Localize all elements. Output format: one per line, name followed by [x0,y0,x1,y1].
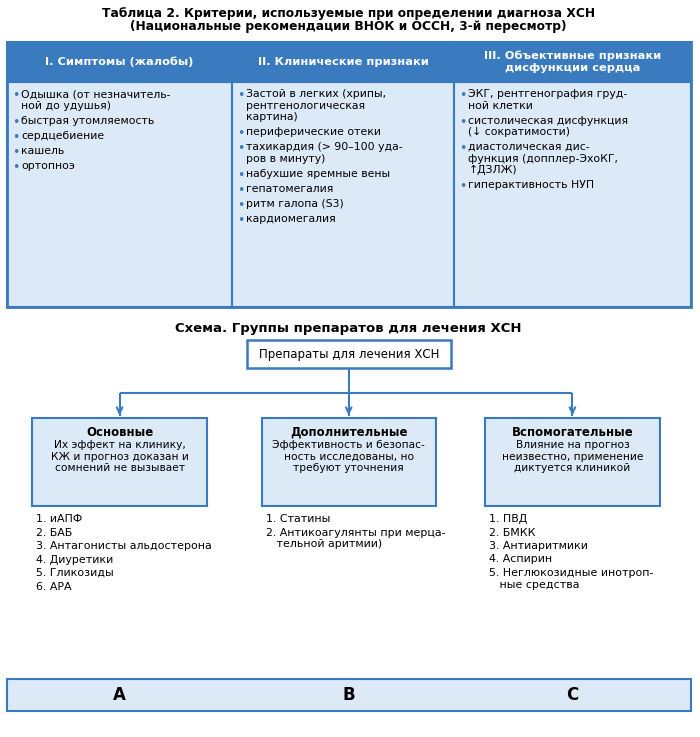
Text: ритм галопа (S3): ритм галопа (S3) [246,198,344,209]
Text: 2. Антикоагулянты при мерца-
   тельной аритмии): 2. Антикоагулянты при мерца- тельной ари… [265,528,445,549]
Text: •: • [12,145,20,158]
Text: 5. Гликозиды: 5. Гликозиды [36,568,114,578]
Text: 1. ПВД: 1. ПВД [489,514,528,524]
Text: Таблица 2. Критерии, используемые при определении диагноза ХСН: Таблица 2. Критерии, используемые при оп… [102,7,595,20]
FancyBboxPatch shape [32,418,206,506]
FancyBboxPatch shape [454,82,690,307]
FancyBboxPatch shape [454,42,690,82]
Text: 5. Неглюкозидные инотроп-
   ные средства: 5. Неглюкозидные инотроп- ные средства [489,568,654,590]
Text: •: • [459,89,467,102]
Text: кардиомегалия: кардиомегалия [246,214,336,223]
Text: Препараты для лечения ХСН: Препараты для лечения ХСН [258,348,439,360]
FancyBboxPatch shape [232,82,454,307]
Text: 6. АРА: 6. АРА [36,581,72,592]
Text: •: • [12,130,20,144]
Text: ортопноэ: ортопноэ [21,161,75,170]
Text: •: • [237,198,244,212]
Text: II. Клинические признаки: II. Клинические признаки [258,57,428,67]
Text: I. Симптомы (жалобы): I. Симптомы (жалобы) [46,57,194,67]
Text: быстрая утомляемость: быстрая утомляемость [21,116,154,125]
FancyBboxPatch shape [7,82,232,307]
FancyBboxPatch shape [246,340,451,368]
Text: Дополнительные: Дополнительные [290,426,407,439]
Text: гиперактивность НУП: гиперактивность НУП [468,180,594,190]
Text: Основные: Основные [86,426,153,439]
Text: •: • [237,184,244,197]
Text: A: A [113,686,126,704]
Text: Их эффект на клинику,
КЖ и прогноз доказан и
сомнений не вызывает: Их эффект на клинику, КЖ и прогноз доказ… [50,440,188,473]
Text: •: • [12,89,20,102]
Text: диастолическая дис-
функция (допплер-ЭхоКГ,
↑ДЗЛЖ): диастолическая дис- функция (допплер-Эхо… [468,142,618,175]
Text: •: • [459,180,467,193]
FancyBboxPatch shape [7,679,690,711]
Text: III. Объективные признаки
дисфункции сердца: III. Объективные признаки дисфункции сер… [484,51,661,73]
Text: •: • [237,169,244,181]
Text: 3. Антиаритмики: 3. Антиаритмики [489,541,588,551]
Text: ЭКГ, рентгенография груд-
ной клетки: ЭКГ, рентгенография груд- ной клетки [468,89,628,111]
Text: 3. Антагонисты альдостерона: 3. Антагонисты альдостерона [36,541,212,551]
FancyBboxPatch shape [485,418,659,506]
Text: периферические отеки: периферические отеки [246,127,381,137]
Text: •: • [12,116,20,128]
Text: систолическая дисфункция
(↓ сократимости): систолическая дисфункция (↓ сократимости… [468,116,629,137]
Text: •: • [237,127,244,140]
Text: •: • [459,142,467,155]
FancyBboxPatch shape [232,42,454,82]
Text: сердцебиение: сердцебиение [21,130,104,141]
Text: набухшие яремные вены: набухшие яремные вены [246,169,390,178]
Text: Вспомогательные: Вспомогательные [512,426,634,439]
Text: Влияние на прогноз
неизвестно, применение
диктуется клиникой: Влияние на прогноз неизвестно, применени… [502,440,643,473]
Text: 4. Аспирин: 4. Аспирин [489,554,552,565]
Text: 2. БМКК: 2. БМКК [489,528,536,537]
Text: 1. иАПФ: 1. иАПФ [36,514,83,524]
Text: •: • [12,161,20,173]
Text: (Национальные рекомендации ВНОК и ОССН, 3-й пересмотр): (Национальные рекомендации ВНОК и ОССН, … [130,20,567,33]
Text: гепатомегалия: гепатомегалия [246,184,333,194]
FancyBboxPatch shape [262,418,436,506]
Text: •: • [237,142,244,155]
Text: Одышка (от незначитель-
ной до удушья): Одышка (от незначитель- ной до удушья) [21,89,170,111]
Text: 2. БАБ: 2. БАБ [36,528,73,537]
Text: C: C [566,686,579,704]
Text: 4. Диуретики: 4. Диуретики [36,554,113,565]
Text: 1. Статины: 1. Статины [265,514,330,524]
Text: кашель: кашель [21,145,64,156]
Text: B: B [342,686,355,704]
FancyBboxPatch shape [7,42,232,82]
Text: тахикардия (> 90–100 уда-
ров в минуту): тахикардия (> 90–100 уда- ров в минуту) [246,142,402,164]
Text: •: • [237,214,244,226]
Text: Застой в легких (хрипы,
рентгенологическая
картина): Застой в легких (хрипы, рентгенологическ… [246,89,386,122]
Text: •: • [459,116,467,128]
Text: Эффективность и безопас-
ность исследованы, но
требуют уточнения: Эффективность и безопас- ность исследова… [272,440,425,473]
Text: Схема. Группы препаратов для лечения ХСН: Схема. Группы препаратов для лечения ХСН [176,322,522,335]
Text: •: • [237,89,244,102]
